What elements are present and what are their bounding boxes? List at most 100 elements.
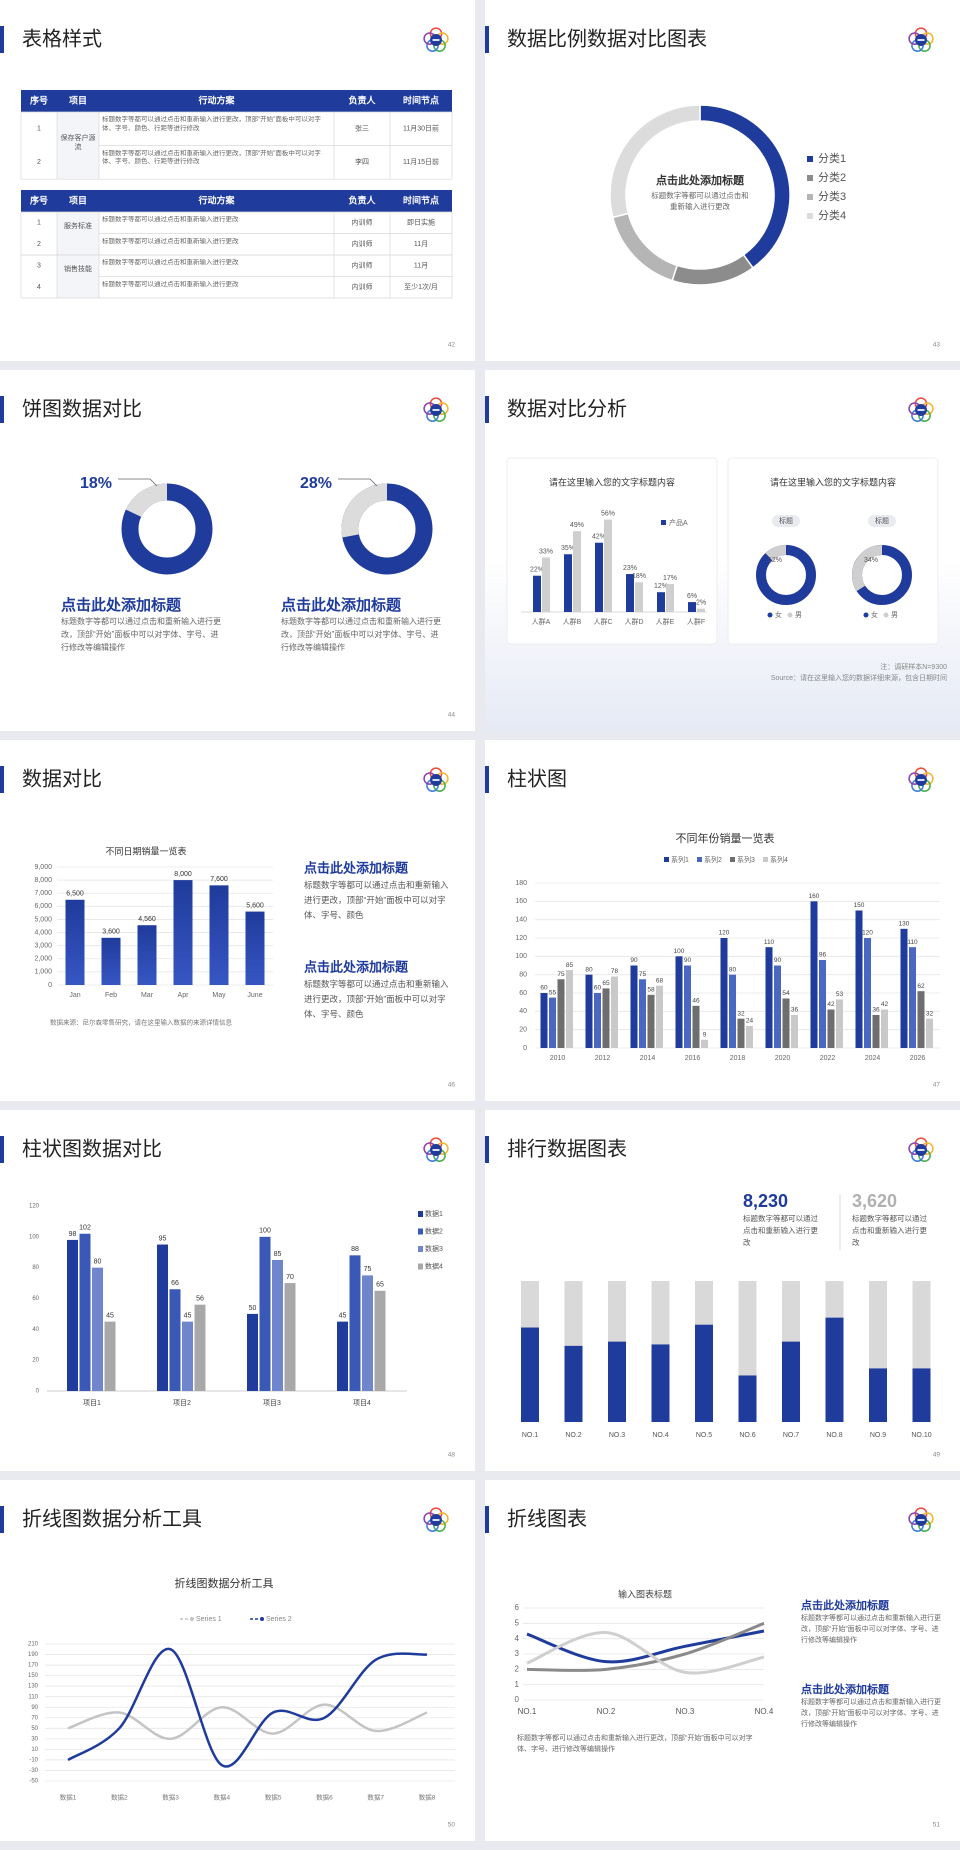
y-tick-label: 6,000 bbox=[34, 903, 52, 910]
cell: 至少1次/月 bbox=[404, 282, 438, 291]
bar bbox=[782, 1341, 800, 1422]
bar bbox=[337, 1321, 348, 1391]
y-tick-label: 80 bbox=[519, 972, 527, 979]
value-label: 120 bbox=[719, 930, 730, 937]
bar bbox=[566, 970, 573, 1048]
note: 注：调研样本N=9300 bbox=[880, 662, 947, 671]
y-tick-label: 8,000 bbox=[34, 877, 52, 884]
value-label: 90 bbox=[684, 957, 692, 964]
value-label: 85 bbox=[274, 1251, 282, 1258]
bar bbox=[701, 1039, 708, 1048]
legend-label: 系列1 bbox=[671, 855, 689, 864]
accent-bar bbox=[485, 1136, 489, 1163]
value-label: 50 bbox=[249, 1305, 257, 1312]
bar bbox=[247, 1313, 258, 1391]
x-tick-label: 人群A bbox=[532, 617, 551, 626]
x-tick-label: NO.8 bbox=[826, 1432, 842, 1439]
item-cell-text-box: 销售技能 bbox=[64, 266, 92, 273]
cell: 2 bbox=[37, 241, 41, 248]
pill bbox=[772, 515, 800, 527]
x-tick-label: NO.4 bbox=[755, 1707, 774, 1716]
donut-segment bbox=[671, 253, 754, 286]
value-label: 49% bbox=[570, 522, 584, 529]
y-tick-label: 4,000 bbox=[34, 929, 52, 936]
cell: 1 bbox=[37, 126, 41, 133]
x-tick-label: 项目1 bbox=[83, 1399, 101, 1407]
bar bbox=[594, 993, 601, 1048]
slide: 折线图数据分析工具 50 折线图数据分析工具 -50 -30 -10 10 30 50 70 90 1… bbox=[0, 1480, 475, 1841]
y-tick-label: 7,000 bbox=[34, 890, 52, 897]
value-label: 9 bbox=[703, 1031, 707, 1038]
value-label: 130 bbox=[899, 921, 910, 928]
y-tick-label: 60 bbox=[519, 990, 527, 997]
bar bbox=[782, 998, 790, 1048]
x-tick-label: 2024 bbox=[865, 1055, 881, 1062]
value-label: 80 bbox=[585, 966, 593, 973]
stat-text-box: 标题数字等都可以通过点击和重新输入进行更改 bbox=[743, 1214, 818, 1247]
body-text: 标题数字等都可以通过点击和重新输入进行更改，顶部“开始”面板中可以对字体、字号、… bbox=[281, 617, 441, 652]
heading: 点击此处添加标题 bbox=[304, 860, 409, 875]
x-tick-label: NO.6 bbox=[739, 1432, 755, 1439]
accent-bar bbox=[485, 1506, 489, 1533]
legend-label: 数据3 bbox=[425, 1244, 443, 1253]
legend-label: 数据2 bbox=[425, 1226, 443, 1235]
cell: 内训师 bbox=[352, 261, 373, 270]
value-label: 6,500 bbox=[66, 891, 84, 898]
legend-dot bbox=[863, 612, 869, 618]
legend-dot bbox=[190, 1617, 194, 1621]
pill bbox=[868, 515, 896, 527]
value-label: 60 bbox=[540, 985, 548, 992]
line bbox=[526, 1631, 765, 1675]
x-tick-label: NO.9 bbox=[870, 1432, 886, 1439]
action-text: 标题数字等都可以通过点击和重新输入进行更改 bbox=[102, 259, 239, 266]
value-label: 5,600 bbox=[246, 902, 264, 909]
legend-label: 分类3 bbox=[818, 189, 846, 203]
legend-swatch bbox=[807, 156, 813, 162]
bar bbox=[67, 1239, 78, 1391]
x-tick-label: NO.4 bbox=[652, 1432, 668, 1439]
y-tick-label: 40 bbox=[32, 1327, 39, 1333]
bar bbox=[774, 965, 781, 1048]
header-cell: 序号 bbox=[30, 194, 48, 205]
value-label: 75 bbox=[557, 971, 565, 978]
body-text: 标题数字等都可以通过点击和重新输入进行更改，顶部“开始”面板中可以对字体、字号、… bbox=[304, 880, 449, 920]
legend-label: Series 2 bbox=[266, 1616, 292, 1623]
legend-dot bbox=[767, 612, 773, 618]
legend-label: 数据4 bbox=[425, 1261, 443, 1270]
bar bbox=[157, 1244, 168, 1391]
item-cell-text: 保存客户源流 bbox=[60, 134, 96, 152]
donut-text-box: 标题数字等都可以通过点击和重新输入进行更改 bbox=[651, 191, 749, 211]
bar bbox=[137, 925, 157, 985]
legend-dot bbox=[787, 612, 793, 618]
y-tick-label: 90 bbox=[31, 1705, 38, 1711]
bar bbox=[869, 1368, 887, 1422]
accent-bar bbox=[0, 26, 4, 53]
legend-swatch bbox=[418, 1263, 423, 1270]
x-tick-label: NO.3 bbox=[676, 1707, 695, 1716]
x-tick-label: Apr bbox=[178, 992, 190, 999]
bar bbox=[101, 937, 121, 985]
bar bbox=[362, 1275, 373, 1391]
value-label: 60 bbox=[594, 985, 602, 992]
bar bbox=[825, 1317, 844, 1422]
bar bbox=[695, 1324, 713, 1422]
line bbox=[67, 1648, 428, 1768]
x-tick-label: 数据4 bbox=[214, 1793, 231, 1802]
action-text: 标题数字等都可以通过点击和重新输入进行更改 bbox=[102, 237, 239, 245]
page-number: 51 bbox=[933, 1822, 941, 1829]
bar bbox=[557, 979, 565, 1048]
y-tick-label: 10 bbox=[31, 1747, 38, 1753]
heading: 点击此处添加标题 bbox=[61, 596, 182, 614]
y-tick-label: 110 bbox=[28, 1694, 38, 1700]
y-tick-label: 3 bbox=[515, 1649, 520, 1658]
bar bbox=[564, 554, 572, 612]
cell: 3 bbox=[37, 263, 41, 270]
value-label: 36 bbox=[872, 1007, 880, 1014]
page-number: 43 bbox=[933, 342, 941, 349]
donut-title: 点击此处添加标题 bbox=[656, 173, 745, 187]
bar bbox=[746, 1026, 753, 1048]
legend-swatch bbox=[697, 857, 702, 862]
bar bbox=[604, 519, 612, 612]
stat-text: 标题数字等都可以通过点击和重新输入进行更改 bbox=[852, 1214, 927, 1247]
y-tick-label: -10 bbox=[29, 1758, 38, 1764]
